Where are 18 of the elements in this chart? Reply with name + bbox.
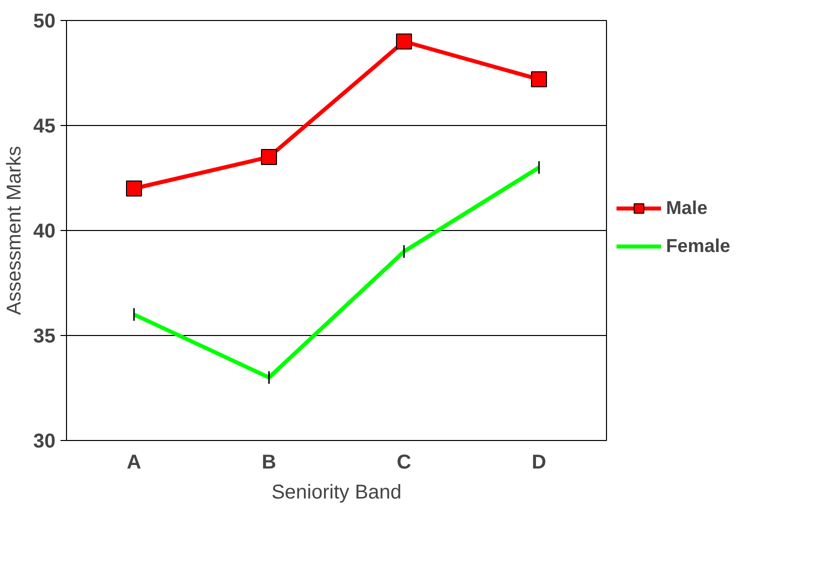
y-tick-label: 30 bbox=[33, 430, 56, 452]
x-tick-label: A bbox=[126, 452, 142, 474]
x-axis-title: Seniority Band bbox=[271, 482, 402, 504]
point bbox=[396, 34, 412, 50]
y-tick-label: 40 bbox=[33, 220, 56, 242]
y-tick-label: 45 bbox=[33, 116, 56, 138]
y-tick-label: 50 bbox=[33, 10, 56, 32]
x-tick-label: C bbox=[396, 452, 412, 474]
line-series bbox=[132, 166, 541, 380]
legend-label: Male bbox=[666, 197, 708, 219]
legend-label: Female bbox=[666, 235, 730, 257]
x-tick-label: B bbox=[262, 452, 276, 474]
point bbox=[261, 149, 277, 165]
y-axis-title: Assessment Marks bbox=[3, 146, 26, 315]
point bbox=[531, 71, 547, 88]
point bbox=[126, 180, 142, 196]
y-tick-label: 35 bbox=[33, 326, 56, 348]
x-tick-label: D bbox=[532, 452, 546, 474]
